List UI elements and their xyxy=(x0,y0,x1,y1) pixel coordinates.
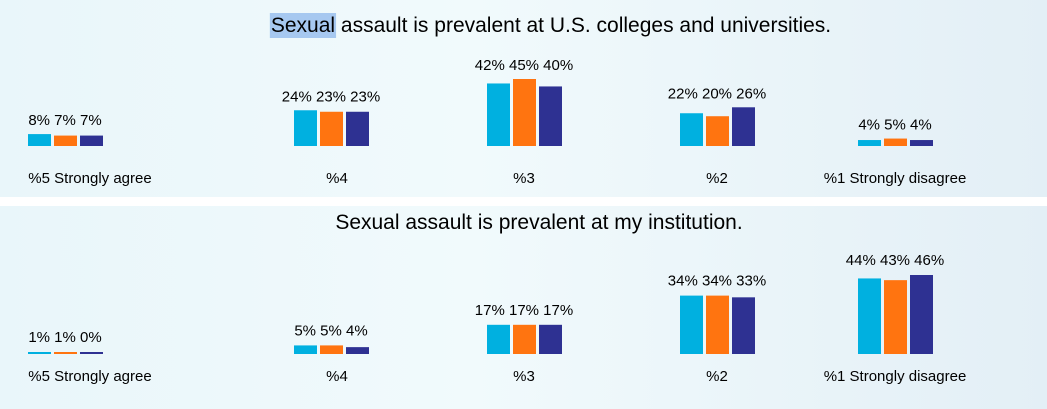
bar xyxy=(294,110,317,146)
bar xyxy=(706,116,729,146)
data-label: 17% 17% 17% xyxy=(475,302,573,319)
bar xyxy=(539,324,562,354)
data-label: 8% 7% 7% xyxy=(28,112,101,129)
bar xyxy=(487,83,510,146)
bar xyxy=(706,295,729,354)
chart-top: Sexual assault is prevalent at U.S. coll… xyxy=(28,13,967,187)
data-label: 34% 34% 33% xyxy=(668,273,766,290)
category-label: %3 xyxy=(513,170,535,187)
chart-panel-bottom: Sexual assault is prevalent at my instit… xyxy=(0,206,1047,409)
bar xyxy=(858,140,881,146)
bar xyxy=(346,347,369,354)
bar xyxy=(80,352,103,354)
data-label: 24% 23% 23% xyxy=(282,88,380,105)
bar xyxy=(910,140,933,146)
bar xyxy=(858,278,881,354)
bar xyxy=(884,138,907,146)
data-label: 22% 20% 26% xyxy=(668,85,766,102)
bar xyxy=(513,324,536,354)
title-highlight xyxy=(269,13,337,38)
category-label: %1 Strongly disagree xyxy=(824,170,967,187)
title-highlighted-word: Sexual xyxy=(271,14,335,37)
chart-title: Sexual assault is prevalent at U.S. coll… xyxy=(271,14,831,37)
category-label: %2 xyxy=(706,368,728,385)
bar xyxy=(487,324,510,354)
category-label: %5 Strongly agree xyxy=(28,368,151,385)
bar xyxy=(320,111,343,146)
bar xyxy=(320,345,343,354)
bar xyxy=(80,135,103,146)
category-label: %3 xyxy=(513,368,535,385)
bar xyxy=(294,345,317,354)
category-label: %4 xyxy=(326,170,348,187)
bar xyxy=(910,275,933,354)
bar xyxy=(884,280,907,354)
bar xyxy=(539,86,562,146)
category-label: %1 Strongly disagree xyxy=(824,368,967,385)
data-label: 5% 5% 4% xyxy=(294,322,367,339)
bar xyxy=(54,352,77,354)
bar xyxy=(346,111,369,146)
chart-panel-top: Sexual assault is prevalent at U.S. coll… xyxy=(0,0,1047,197)
title-rest: assault is prevalent at U.S. colleges an… xyxy=(335,14,831,37)
bar xyxy=(732,297,755,354)
data-label: 1% 1% 0% xyxy=(28,329,101,346)
bar xyxy=(28,134,51,146)
bar xyxy=(513,79,536,146)
category-label: %4 xyxy=(326,368,348,385)
data-label: 44% 43% 46% xyxy=(846,252,944,269)
bar xyxy=(54,135,77,146)
bar xyxy=(680,295,703,354)
category-label: %5 Strongly agree xyxy=(28,170,151,187)
data-label: 42% 45% 40% xyxy=(475,57,573,74)
chart-title: Sexual assault is prevalent at my instit… xyxy=(335,211,742,234)
bar xyxy=(732,107,755,146)
data-label: 4% 5% 4% xyxy=(858,117,931,134)
bar xyxy=(680,113,703,146)
chart-bottom: Sexual assault is prevalent at my instit… xyxy=(28,211,967,385)
bar xyxy=(28,352,51,354)
category-label: %2 xyxy=(706,170,728,187)
